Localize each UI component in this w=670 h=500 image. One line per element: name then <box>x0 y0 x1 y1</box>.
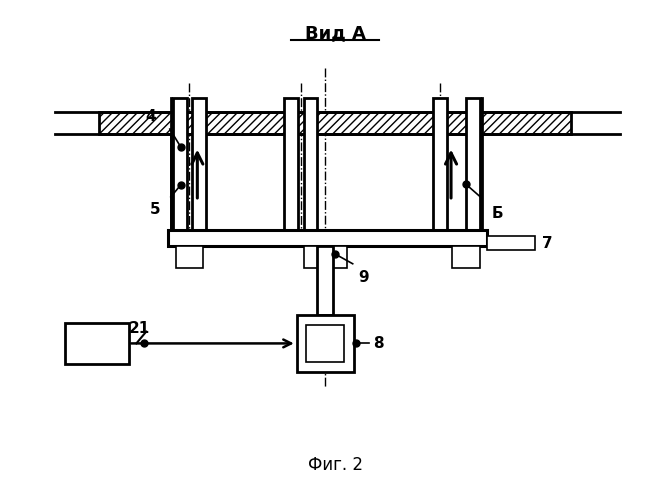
Bar <box>99 112 571 134</box>
Bar <box>318 246 333 315</box>
Bar <box>452 246 480 268</box>
Bar <box>297 315 354 372</box>
Bar <box>284 98 297 230</box>
Text: Фиг. 2: Фиг. 2 <box>308 456 362 474</box>
Bar <box>192 98 206 230</box>
Text: Вид А: Вид А <box>305 24 365 42</box>
Text: Б: Б <box>491 206 503 221</box>
Bar <box>168 230 487 246</box>
Text: 12: 12 <box>86 336 107 351</box>
Bar <box>466 98 480 230</box>
Text: 7: 7 <box>543 236 553 250</box>
Bar <box>306 324 344 362</box>
Bar <box>487 236 535 250</box>
Bar <box>304 246 347 268</box>
Bar <box>176 246 203 268</box>
Text: 4: 4 <box>146 109 156 124</box>
Text: 21: 21 <box>129 320 150 336</box>
Bar <box>173 98 186 230</box>
Bar <box>99 112 571 134</box>
Text: 9: 9 <box>358 270 369 284</box>
Bar <box>433 98 447 230</box>
Text: 5: 5 <box>149 202 160 217</box>
Text: 8: 8 <box>373 336 384 351</box>
Bar <box>64 323 129 364</box>
Bar <box>304 98 318 230</box>
